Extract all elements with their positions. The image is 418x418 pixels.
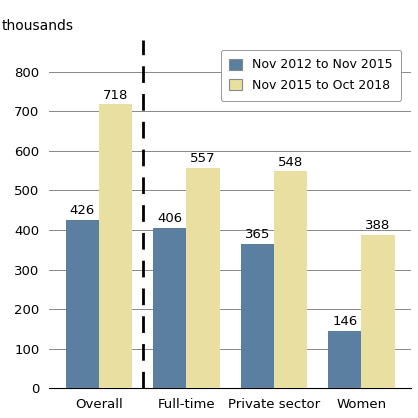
Text: 388: 388 xyxy=(365,219,390,232)
Text: 406: 406 xyxy=(157,212,182,225)
Text: 718: 718 xyxy=(103,89,128,102)
Bar xyxy=(361,235,395,388)
Text: thousands: thousands xyxy=(2,19,74,33)
Text: 365: 365 xyxy=(245,229,270,242)
Legend: Nov 2012 to Nov 2015, Nov 2015 to Oct 2018: Nov 2012 to Nov 2015, Nov 2015 to Oct 20… xyxy=(221,50,401,101)
Text: 146: 146 xyxy=(332,315,357,328)
Bar xyxy=(99,104,132,388)
Bar xyxy=(186,168,219,388)
Text: 426: 426 xyxy=(69,204,95,217)
Text: 557: 557 xyxy=(190,153,216,166)
Bar xyxy=(153,227,186,388)
Bar xyxy=(274,171,307,388)
Text: 548: 548 xyxy=(278,156,303,169)
Bar xyxy=(66,220,99,388)
Bar xyxy=(241,244,274,388)
Bar xyxy=(328,331,361,388)
